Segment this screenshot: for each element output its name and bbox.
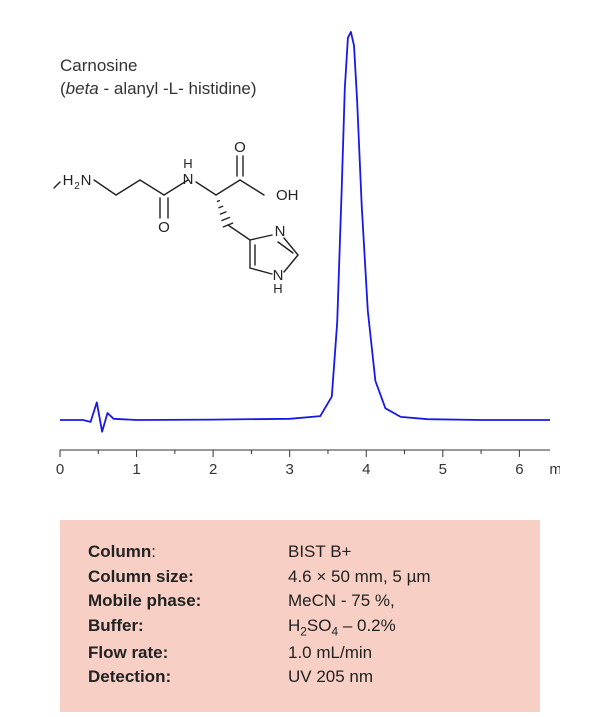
- x-tick-label: 6: [515, 461, 523, 478]
- parameter-key: Buffer:: [88, 614, 288, 641]
- parameter-value: 4.6 × 50 mm, 5 µm: [288, 565, 512, 590]
- x-tick-label: 4: [362, 461, 370, 478]
- chromatogram-svg: 0 1 2 3 4 5 6 min: [40, 20, 560, 500]
- chromatogram: 0 1 2 3 4 5 6 min: [40, 20, 560, 500]
- parameter-value: UV 205 nm: [288, 665, 512, 690]
- parameter-row: Flow rate:1.0 mL/min: [88, 641, 512, 666]
- parameter-key: Detection:: [88, 665, 288, 690]
- x-tick-label: 3: [286, 461, 294, 478]
- x-tick-label: 1: [132, 461, 140, 478]
- parameter-row: Buffer:H2SO4 – 0.2%: [88, 614, 512, 641]
- parameter-value: H2SO4 – 0.2%: [288, 614, 512, 641]
- parameter-key: Mobile phase:: [88, 589, 288, 614]
- chromatogram-trace: [60, 32, 550, 432]
- parameter-key: Column size:: [88, 565, 288, 590]
- parameter-value: MeCN - 75 %,: [288, 589, 512, 614]
- parameter-key: Flow rate:: [88, 641, 288, 666]
- parameters-panel: Column:BIST B+Column size:4.6 × 50 mm, 5…: [60, 520, 540, 712]
- parameter-row: Detection:UV 205 nm: [88, 665, 512, 690]
- parameter-value: BIST B+: [288, 540, 512, 565]
- parameter-row: Column size:4.6 × 50 mm, 5 µm: [88, 565, 512, 590]
- x-tick-label: 0: [56, 461, 64, 478]
- parameter-row: Mobile phase:MeCN - 75 %,: [88, 589, 512, 614]
- parameter-row: Column:BIST B+: [88, 540, 512, 565]
- parameter-key: Column:: [88, 540, 288, 565]
- x-tick-label: 5: [439, 461, 447, 478]
- x-tick-label: 2: [209, 461, 217, 478]
- parameter-value: 1.0 mL/min: [288, 641, 512, 666]
- x-axis-unit: min: [549, 461, 560, 478]
